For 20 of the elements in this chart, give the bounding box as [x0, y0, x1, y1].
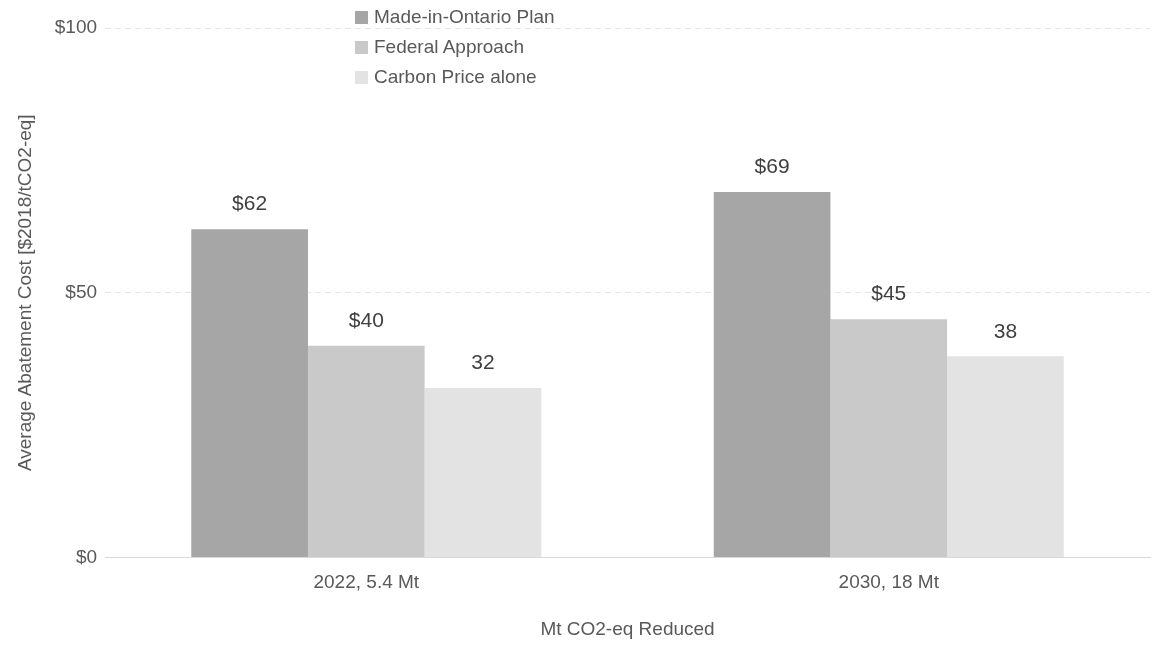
data-label: $45: [871, 281, 907, 305]
y-tick-label: $0: [75, 545, 98, 567]
x-tick-label: 2022, 5.4 Mt: [313, 571, 420, 593]
y-tick-label: $50: [65, 280, 98, 302]
legend-label: Made-in-Ontario Plan: [374, 6, 555, 28]
y-tick-label: $100: [54, 16, 98, 38]
bar: [830, 319, 948, 557]
bar: [713, 192, 831, 557]
data-label: $62: [232, 191, 268, 215]
bar: [307, 345, 425, 557]
y-axis-title: Average Abatement Cost [$2018/tCO2-eq]: [13, 114, 35, 472]
data-label: $40: [348, 307, 384, 331]
data-label: 38: [993, 318, 1018, 342]
x-tick-label: 2030, 18 Mt: [838, 571, 940, 593]
x-axis-title: Mt CO2-eq Reduced: [540, 617, 715, 639]
legend-label: Federal Approach: [374, 36, 524, 58]
bar: [191, 229, 308, 557]
data-label: $69: [754, 154, 790, 178]
legend-label: Carbon Price alone: [374, 66, 537, 88]
data-label: 32: [471, 350, 495, 374]
